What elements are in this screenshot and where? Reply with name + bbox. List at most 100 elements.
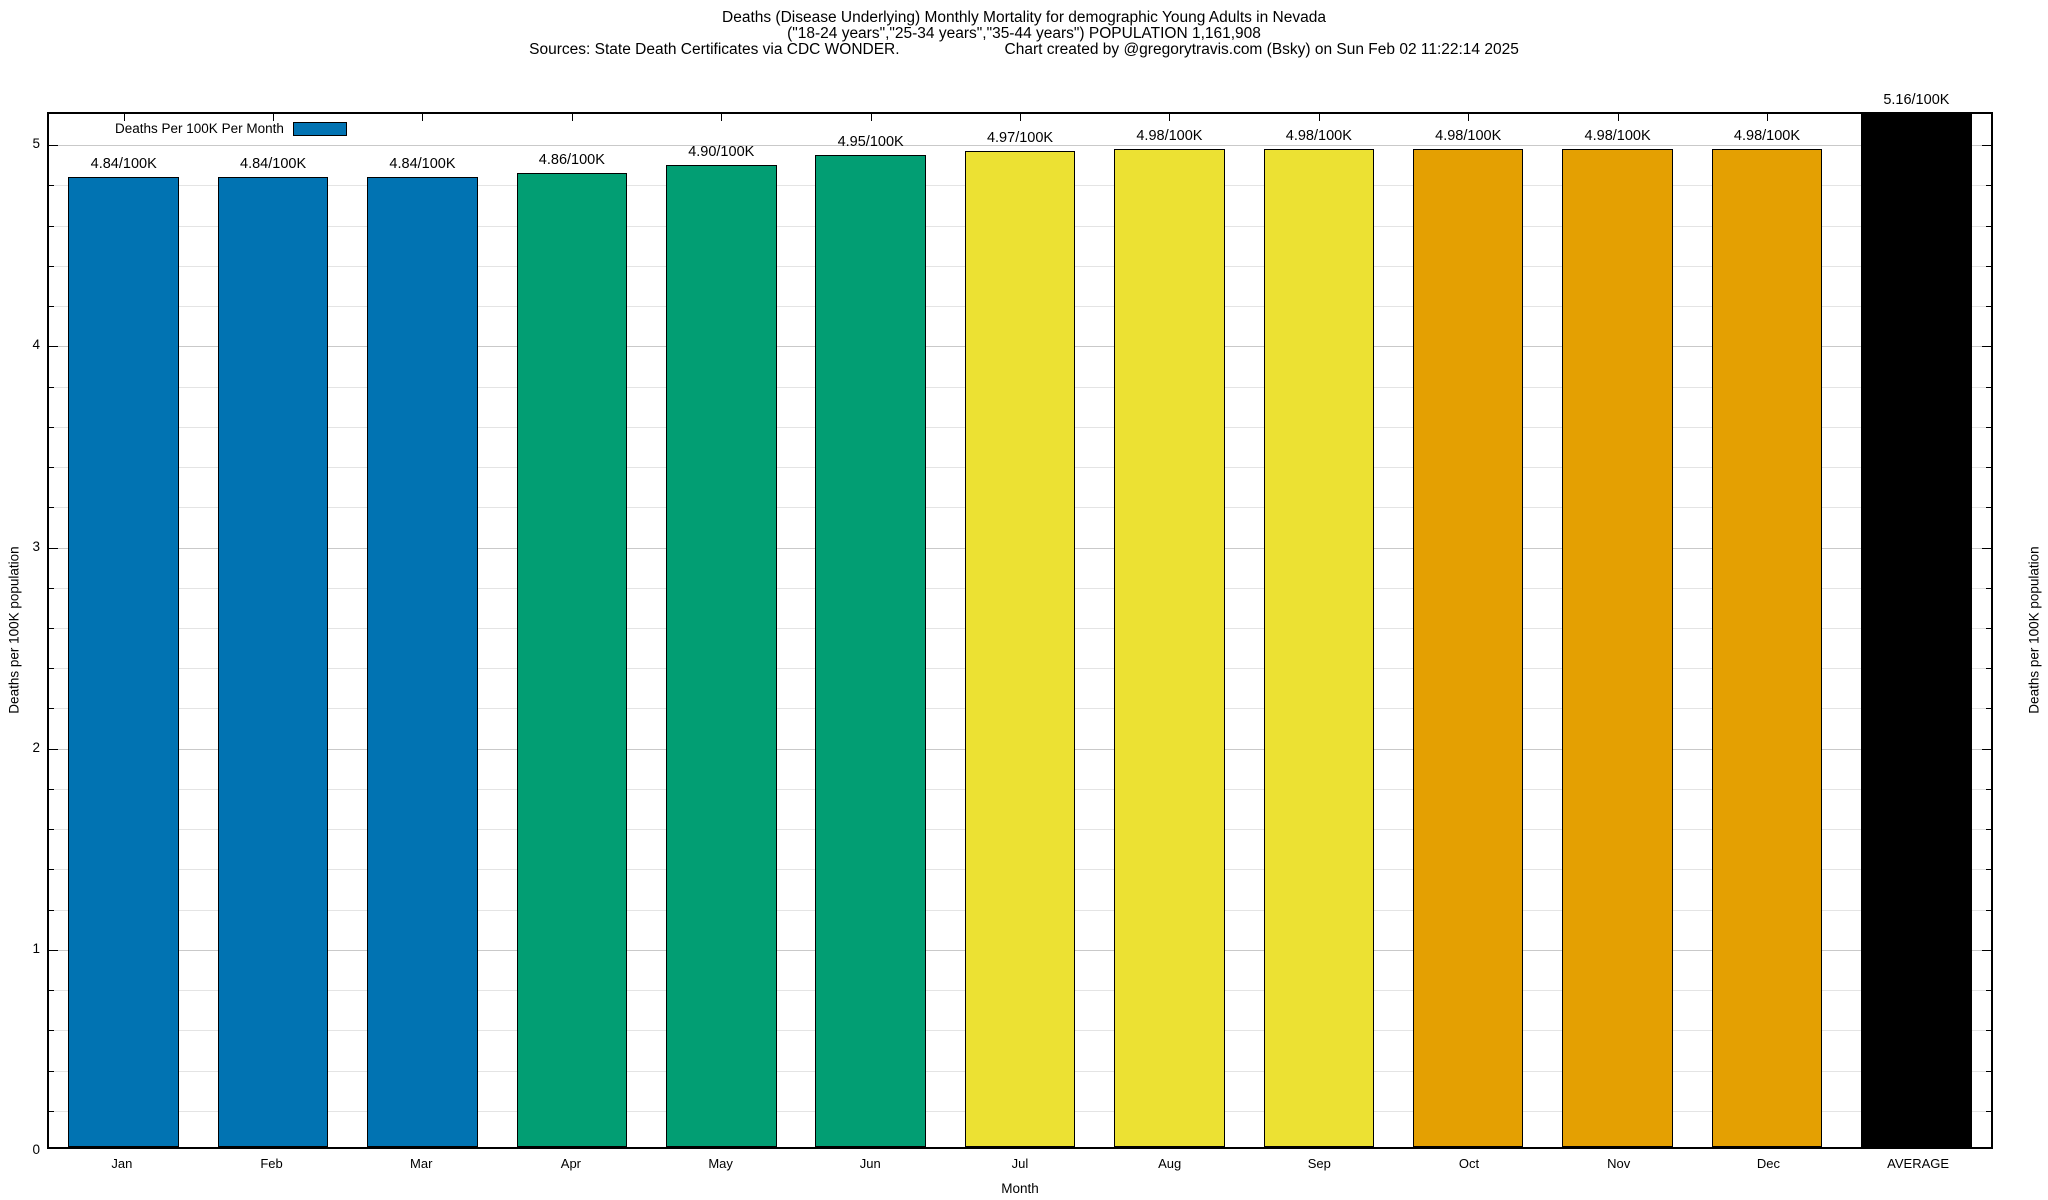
y-tick-right [1986, 628, 1991, 629]
top-tick [1617, 114, 1619, 121]
y-tick-right [1982, 748, 1991, 750]
y-tick-right [1986, 829, 1991, 831]
top-tick [721, 114, 723, 121]
bar-average [1861, 114, 1972, 1147]
y-tick-right [1986, 225, 1991, 227]
bar-cell-nov: 4.98/100K [1543, 114, 1692, 1147]
x-tick-label-dec: Dec [1756, 1156, 1780, 1171]
x-tick-label-oct: Oct [1458, 1156, 1480, 1171]
chart-title-line1: Deaths (Disease Underlying) Monthly Mort… [722, 9, 1326, 26]
legend-swatch [292, 121, 347, 136]
chart-header: Deaths (Disease Underlying) Monthly Mort… [0, 10, 2048, 58]
x-axis-tick-labels: Jan Feb Mar Apr May Jun Jul Aug Sep Oct Nov Dec AVER… [47, 1156, 1993, 1171]
bar-cell-sep: 4.98/100K [1244, 114, 1393, 1147]
y-tick-left [49, 426, 54, 428]
bar-value-label-apr: 4.86/100K [538, 152, 605, 169]
top-tick [1468, 114, 1470, 121]
bar-value-label-dec: 4.98/100K [1733, 128, 1801, 145]
y-tick-right [1986, 788, 1991, 790]
y-tick-left [49, 829, 54, 831]
bar-may [665, 165, 777, 1147]
top-tick [1169, 114, 1171, 121]
bar-cell-jul: 4.97/100K [945, 114, 1094, 1147]
y-tick-right [1986, 467, 1991, 468]
bar-oct [1412, 149, 1524, 1147]
x-axis-title: Month [1001, 1181, 1039, 1196]
bar-value-label-jun: 4.95/100K [837, 134, 904, 151]
y-tick-right [1982, 547, 1991, 549]
y-tick-left [49, 748, 58, 750]
y-tick-right [1982, 949, 1991, 951]
x-tick-label-feb: Feb [260, 1156, 283, 1171]
y-tick-right [1986, 185, 1991, 187]
top-tick [1916, 114, 1918, 121]
gridline-major-5.0 [49, 145, 1991, 147]
bar-feb [217, 177, 329, 1147]
y-tick-left [49, 668, 54, 670]
y-tick-label-2: 2 [32, 739, 40, 755]
top-tick [1020, 114, 1022, 121]
y-tick-right [1982, 346, 1991, 348]
y-tick-left [49, 1070, 54, 1072]
y-tick-right [1986, 426, 1991, 428]
y-tick-left [49, 467, 54, 468]
plot-area: 4.84/100K 4.84/100K 4.84/100K 4.86/100K 4.90… [47, 92, 1993, 1149]
y-tick-right [1986, 386, 1991, 388]
x-tick-label-nov: Nov [1607, 1156, 1631, 1171]
y-tick-left [49, 145, 58, 147]
y-tick-right [1986, 869, 1991, 871]
bar-cell-jun: 4.95/100K [796, 114, 945, 1147]
y-tick-left [49, 990, 54, 992]
top-tick [123, 114, 125, 121]
y-tick-label-5: 5 [32, 136, 40, 152]
bar-cell-oct: 4.98/100K [1394, 114, 1543, 1147]
bar-nov [1562, 149, 1673, 1147]
y-tick-right [1982, 145, 1991, 147]
y-tick-label-0: 0 [32, 1142, 40, 1157]
chart-sources-text: Sources: State Death Certificates via CD… [529, 41, 900, 58]
y-tick-right [1986, 990, 1991, 992]
bar-value-label-average: 5.16/100K [1883, 91, 1950, 108]
y-tick-left [49, 909, 54, 911]
y-tick-right [1986, 668, 1991, 670]
y-tick-left [49, 587, 54, 589]
top-tick [422, 114, 424, 121]
bar-jan [68, 177, 179, 1147]
bar-value-label-nov: 4.98/100K [1584, 128, 1651, 145]
bar-cell-apr: 4.86/100K [497, 114, 646, 1147]
chart-title-line3: Sources: State Death Certificates via CD… [0, 42, 2048, 58]
bar-cell-jan: 4.84/100K [49, 114, 198, 1147]
y-tick-left [49, 788, 54, 790]
bar-cell-may: 4.90/100K [647, 114, 796, 1147]
x-tick-label-aug: Aug [1158, 1156, 1182, 1171]
y-tick-left [49, 869, 54, 871]
bar-value-label-may: 4.90/100K [688, 144, 755, 161]
y-tick-left [49, 1030, 54, 1032]
x-tick-label-jun: Jun [859, 1156, 881, 1171]
y-tick-left [49, 225, 54, 227]
y-tick-left [49, 1110, 54, 1112]
y-tick-left [49, 628, 54, 629]
bar-cell-dec: 4.98/100K [1692, 114, 1841, 1147]
chart-title-line2: ("18-24 years","25-34 years","35-44 year… [787, 25, 1261, 42]
y-axis-title-left: Deaths per 100K population [6, 546, 22, 714]
y-axis-title-right: Deaths per 100K population [2026, 546, 2042, 714]
y-tick-left [49, 346, 58, 348]
y-tick-right [1986, 265, 1991, 267]
bar-value-label-sep: 4.98/100K [1285, 128, 1352, 145]
y-tick-right [1986, 587, 1991, 589]
bar-value-label-mar: 4.84/100K [389, 156, 456, 173]
y-tick-left [49, 507, 54, 509]
bar-value-label-aug: 4.98/100K [1136, 128, 1203, 145]
y-tick-right [1986, 507, 1991, 509]
bar-cell-aug: 4.98/100K [1095, 114, 1244, 1147]
legend: Deaths Per 100K Per Month [115, 121, 347, 136]
x-tick-label-may: May [708, 1156, 733, 1171]
y-tick-left [49, 306, 54, 308]
y-tick-label-1: 1 [32, 940, 40, 956]
y-tick-right [1986, 909, 1991, 911]
y-tick-right [1986, 1070, 1991, 1072]
y-tick-left [49, 949, 58, 951]
y-tick-right [1986, 708, 1991, 710]
bar-jun [815, 155, 926, 1147]
